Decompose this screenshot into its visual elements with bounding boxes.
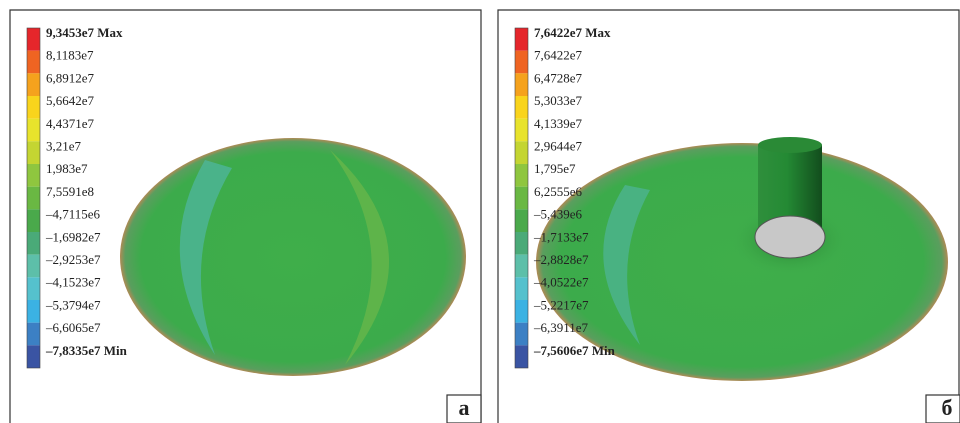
legend-label: –6,6065e7 (45, 320, 101, 335)
legend-label: 3,21e7 (46, 138, 82, 153)
legend-label: –2,8828e7 (533, 252, 589, 267)
disc (120, 138, 466, 376)
legend-swatch (27, 96, 40, 119)
panel-label: б (942, 395, 953, 420)
legend-swatch (27, 209, 40, 232)
legend-label: 4,4371e7 (46, 116, 95, 131)
legend-label: 5,3033e7 (534, 93, 583, 108)
legend-label: 8,1183e7 (46, 48, 94, 63)
legend-swatch (515, 277, 528, 300)
legend-label: –7,8335e7 Min (45, 343, 128, 358)
legend-swatch (27, 141, 40, 164)
legend-swatch (515, 255, 528, 278)
legend-label: –1,7133e7 (533, 229, 589, 244)
legend-label: 1,795e7 (534, 161, 576, 176)
legend-label: –4,0522e7 (533, 275, 589, 290)
legend-swatch (27, 345, 40, 368)
pin-top (758, 137, 822, 153)
legend-label: 5,6642e7 (46, 93, 95, 108)
legend-label: –1,6982e7 (45, 229, 101, 244)
legend-swatch (515, 28, 528, 51)
legend-label: –6,3911e7 (533, 320, 589, 335)
legend-label: 7,6422e7 (534, 48, 583, 63)
legend-swatch (515, 141, 528, 164)
legend-swatch (515, 164, 528, 187)
legend-label: –7,5606e7 Min (533, 343, 616, 358)
legend-label: –4,7115e6 (45, 207, 101, 222)
legend-swatch (515, 73, 528, 96)
legend-label: 1,983e7 (46, 161, 88, 176)
legend-swatch (515, 119, 528, 142)
legend-swatch (515, 323, 528, 346)
legend-swatch (27, 73, 40, 96)
legend-swatch (515, 232, 528, 255)
legend-swatch (27, 255, 40, 278)
legend-label: –5,3794e7 (45, 297, 101, 312)
legend-swatch (515, 51, 528, 74)
legend-label: –5,439e6 (533, 207, 583, 222)
legend-label: –5,2217e7 (533, 297, 589, 312)
legend-swatch (27, 187, 40, 210)
legend-label: 4,1339e7 (534, 116, 583, 131)
legend-label: 6,2555e6 (534, 184, 583, 199)
legend-swatch (27, 232, 40, 255)
legend-label: 2,9644e7 (534, 138, 583, 153)
legend-swatch (515, 345, 528, 368)
legend-swatch (27, 277, 40, 300)
legend-swatch (27, 119, 40, 142)
legend-label: 9,3453e7 Max (46, 25, 123, 40)
legend-swatch (515, 300, 528, 323)
legend-swatch (27, 323, 40, 346)
legend-swatch (515, 96, 528, 119)
legend-label: 6,4728e7 (534, 70, 583, 85)
legend-label: –2,9253e7 (45, 252, 101, 267)
legend-swatch (27, 28, 40, 51)
legend-label: 6,8912e7 (46, 70, 95, 85)
legend-swatch (27, 300, 40, 323)
legend-swatch (27, 51, 40, 74)
figure: 9,3453e7 Max 8,1183e7 6,8912e7 5,6642e7 4,43… (0, 0, 960, 423)
legend-label: 7,6422e7 Max (534, 25, 611, 40)
legend-swatch (515, 209, 528, 232)
legend-swatch (515, 187, 528, 210)
legend-swatch (27, 164, 40, 187)
legend-label: –4,1523e7 (45, 275, 101, 290)
panel-label: а (459, 395, 470, 420)
pin-face (755, 216, 825, 258)
legend-label: 7,5591e8 (46, 184, 94, 199)
